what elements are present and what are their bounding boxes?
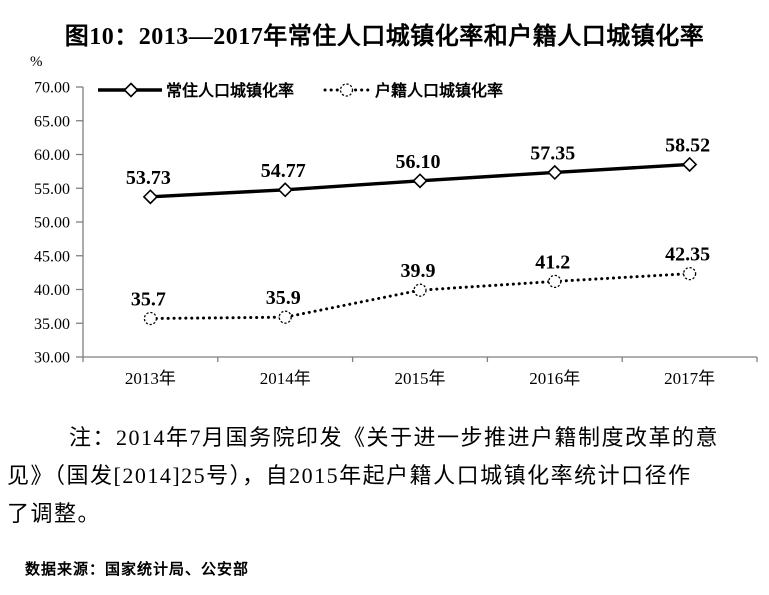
series-0: 53.73 54.77 56.10 57.35 58.52 bbox=[126, 134, 710, 205]
data-point-label: 53.73 bbox=[126, 167, 171, 189]
data-point-label: 56.10 bbox=[396, 151, 441, 173]
data-point-label: 35.7 bbox=[131, 289, 166, 311]
diamond-marker bbox=[142, 189, 159, 205]
y-tick-label: 60.00 bbox=[34, 147, 70, 164]
y-tick-label: 70.00 bbox=[34, 80, 70, 97]
circle-marker bbox=[413, 283, 427, 297]
series-1: 35.7 35.9 39.9 41.2 42.35 bbox=[131, 244, 710, 326]
circle-marker bbox=[278, 310, 292, 324]
y-axis: 30.00 35.00 40.00 45.00 50.00 55.00 60.00 65.00… bbox=[34, 80, 84, 367]
data-point-label: 57.35 bbox=[530, 142, 575, 164]
urbanization-rate-line-chart: % 30.00 35.00 40.00 45.00 50.00 55.00 60.00 65.0… bbox=[30, 54, 758, 388]
circle-marker bbox=[339, 83, 354, 97]
note-line: 见》（国发[2014]25号），自2015年起户籍人口城镇化率统计口径作 bbox=[7, 463, 692, 488]
y-tick-label: 35.00 bbox=[34, 316, 70, 333]
x-category-label: 2013年 bbox=[125, 369, 176, 388]
x-category-label: 2015年 bbox=[395, 369, 446, 388]
data-source-label: 数据来源：国家统计局、公安部 bbox=[25, 561, 250, 578]
chart-title: 图10：2013—2017年常住人口城镇化率和户籍人口城镇化率 bbox=[64, 24, 705, 50]
note-line: 注：2014年7月国务院印发《关于进一步推进户籍制度改革的意 bbox=[69, 425, 720, 450]
data-point-label: 39.9 bbox=[401, 260, 436, 282]
diamond-marker bbox=[681, 156, 698, 173]
x-category-label: 2017年 bbox=[664, 369, 715, 388]
circle-marker bbox=[682, 266, 697, 281]
x-category-label: 2014年 bbox=[260, 369, 311, 388]
circle-marker bbox=[548, 274, 562, 289]
y-axis-unit-label: % bbox=[30, 54, 43, 70]
data-point-label: 54.77 bbox=[261, 160, 306, 182]
data-point-label: 42.35 bbox=[665, 244, 710, 266]
legend-label-series-1: 户籍人口城镇化率 bbox=[375, 81, 503, 100]
data-point-label: 41.2 bbox=[535, 251, 570, 273]
y-tick-label: 55.00 bbox=[34, 181, 70, 198]
diamond-marker bbox=[277, 182, 293, 198]
diamond-marker bbox=[547, 164, 563, 181]
legend-label-series-0: 常住人口城镇化率 bbox=[166, 81, 294, 100]
diamond-marker bbox=[123, 82, 139, 98]
y-tick-label: 45.00 bbox=[34, 248, 70, 265]
legend: 常住人口城镇化率 户籍人口城镇化率 bbox=[98, 81, 503, 100]
data-point-label: 35.9 bbox=[266, 287, 301, 309]
diamond-marker bbox=[412, 173, 428, 189]
data-point-label: 58.52 bbox=[665, 134, 710, 156]
y-tick-label: 65.00 bbox=[34, 113, 70, 130]
y-tick-label: 30.00 bbox=[34, 350, 70, 367]
y-tick-label: 40.00 bbox=[34, 282, 70, 299]
y-tick-label: 50.00 bbox=[34, 215, 70, 232]
chart-note: 注：2014年7月国务院印发《关于进一步推进户籍制度改革的意见》（国发[2014… bbox=[7, 419, 764, 533]
x-category-label: 2016年 bbox=[529, 369, 580, 388]
x-axis: 2013年 2014年 2015年 2016年 2017年 bbox=[82, 356, 758, 388]
circle-marker bbox=[143, 311, 158, 326]
note-line: 了调整。 bbox=[7, 501, 102, 526]
